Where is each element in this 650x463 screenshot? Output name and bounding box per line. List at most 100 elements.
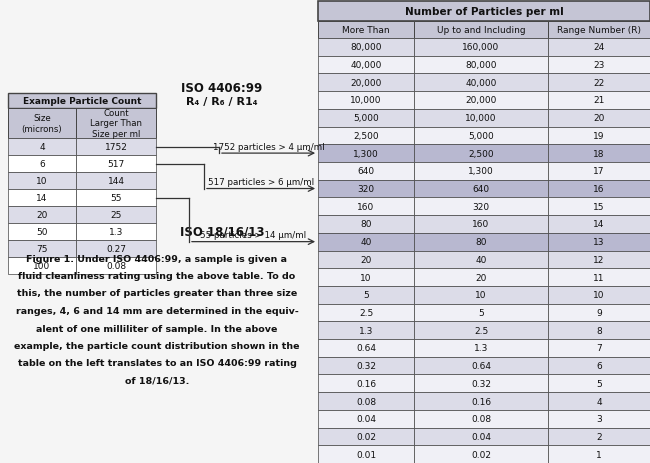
Bar (318, 110, 414, 127)
Bar (8, 94, 156, 109)
Text: 0.16: 0.16 (356, 379, 376, 388)
Text: alent of one milliliter of sample. In the above: alent of one milliliter of sample. In th… (36, 324, 278, 333)
Text: 0.02: 0.02 (471, 450, 491, 459)
Bar (414, 445, 548, 463)
Bar (318, 322, 414, 339)
Text: 0.08: 0.08 (471, 414, 491, 423)
Bar (76, 173, 156, 189)
Text: 0.08: 0.08 (356, 397, 376, 406)
Text: of 18/16/13.: of 18/16/13. (125, 376, 189, 385)
Bar (414, 110, 548, 127)
Text: 1,300: 1,300 (468, 167, 494, 176)
Text: 40,000: 40,000 (350, 61, 382, 70)
Text: Number of Particles per ml: Number of Particles per ml (404, 7, 564, 17)
Bar (318, 304, 414, 322)
Text: 1752: 1752 (105, 143, 127, 152)
Bar (548, 163, 650, 180)
Text: 5,000: 5,000 (353, 114, 379, 123)
Text: 7: 7 (596, 344, 602, 353)
Text: 80: 80 (475, 238, 487, 247)
Bar (318, 92, 414, 110)
Text: 20,000: 20,000 (465, 96, 497, 105)
Bar (414, 216, 548, 233)
Text: 80,000: 80,000 (465, 61, 497, 70)
Bar (318, 286, 414, 304)
Bar (548, 269, 650, 286)
Text: 25: 25 (111, 211, 122, 219)
Text: ISO 4406:99: ISO 4406:99 (181, 82, 263, 95)
Text: 75: 75 (36, 244, 47, 253)
Text: 5: 5 (478, 308, 484, 317)
Bar (414, 198, 548, 216)
Text: 55: 55 (111, 194, 122, 203)
Bar (76, 257, 156, 275)
Bar (414, 392, 548, 410)
Bar (548, 392, 650, 410)
Bar (414, 74, 548, 92)
Bar (548, 22, 650, 39)
Bar (318, 375, 414, 392)
Text: 320: 320 (473, 202, 489, 211)
Bar (414, 357, 548, 375)
Text: fluid cleanliness rating using the above table. To do: fluid cleanliness rating using the above… (18, 271, 296, 281)
Bar (318, 233, 414, 251)
Text: 14: 14 (593, 220, 604, 229)
Text: 0.64: 0.64 (471, 361, 491, 370)
Text: 14: 14 (36, 194, 47, 203)
Text: 0.64: 0.64 (356, 344, 376, 353)
Text: 10: 10 (475, 291, 487, 300)
Text: R₄ / R₆ / R1₄: R₄ / R₆ / R1₄ (186, 97, 258, 107)
Text: 517 particles > 6 μm/ml: 517 particles > 6 μm/ml (208, 178, 314, 187)
Bar (8, 109, 76, 139)
Text: 10: 10 (593, 291, 604, 300)
Bar (8, 156, 76, 173)
Text: 2.5: 2.5 (474, 326, 488, 335)
Text: this, the number of particles greater than three size: this, the number of particles greater th… (17, 289, 297, 298)
Bar (548, 233, 650, 251)
Bar (414, 375, 548, 392)
Text: table on the left translates to an ISO 4406:99 rating: table on the left translates to an ISO 4… (18, 359, 296, 368)
Text: 4: 4 (39, 143, 45, 152)
Text: 0.04: 0.04 (356, 414, 376, 423)
Bar (548, 445, 650, 463)
Text: 22: 22 (593, 79, 604, 88)
Bar (414, 22, 548, 39)
Bar (318, 216, 414, 233)
Bar (548, 216, 650, 233)
Text: 2,500: 2,500 (353, 131, 379, 141)
Bar (8, 206, 76, 224)
Text: 11: 11 (593, 273, 604, 282)
Bar (8, 189, 76, 206)
Text: example, the particle count distribution shown in the: example, the particle count distribution… (14, 341, 300, 350)
Text: 2,500: 2,500 (468, 149, 494, 158)
Text: 2.5: 2.5 (359, 308, 373, 317)
Bar (318, 428, 414, 445)
Bar (76, 156, 156, 173)
Bar (548, 74, 650, 92)
Text: 0.32: 0.32 (356, 361, 376, 370)
Text: 0.08: 0.08 (106, 262, 126, 270)
Text: 144: 144 (107, 176, 125, 186)
Text: Up to and Including: Up to and Including (437, 26, 525, 35)
Bar (414, 127, 548, 145)
Text: 5: 5 (596, 379, 602, 388)
Text: 18: 18 (593, 149, 604, 158)
Bar (548, 357, 650, 375)
Text: 4: 4 (596, 397, 602, 406)
Bar (318, 410, 414, 428)
Text: 80,000: 80,000 (350, 43, 382, 52)
Bar (414, 56, 548, 74)
Text: 23: 23 (593, 61, 604, 70)
Bar (318, 56, 414, 74)
Text: 20: 20 (593, 114, 604, 123)
Text: 3: 3 (596, 414, 602, 423)
Text: 10,000: 10,000 (350, 96, 382, 105)
Text: Count
Larger Than
Size per ml: Count Larger Than Size per ml (90, 109, 142, 138)
Bar (414, 251, 548, 269)
Bar (318, 2, 650, 22)
Bar (414, 180, 548, 198)
Bar (318, 180, 414, 198)
Text: Figure 1. Under ISO 4406:99, a sample is given a: Figure 1. Under ISO 4406:99, a sample is… (27, 254, 287, 263)
Text: 160: 160 (473, 220, 489, 229)
Text: ISO 18/16/13: ISO 18/16/13 (180, 225, 265, 238)
